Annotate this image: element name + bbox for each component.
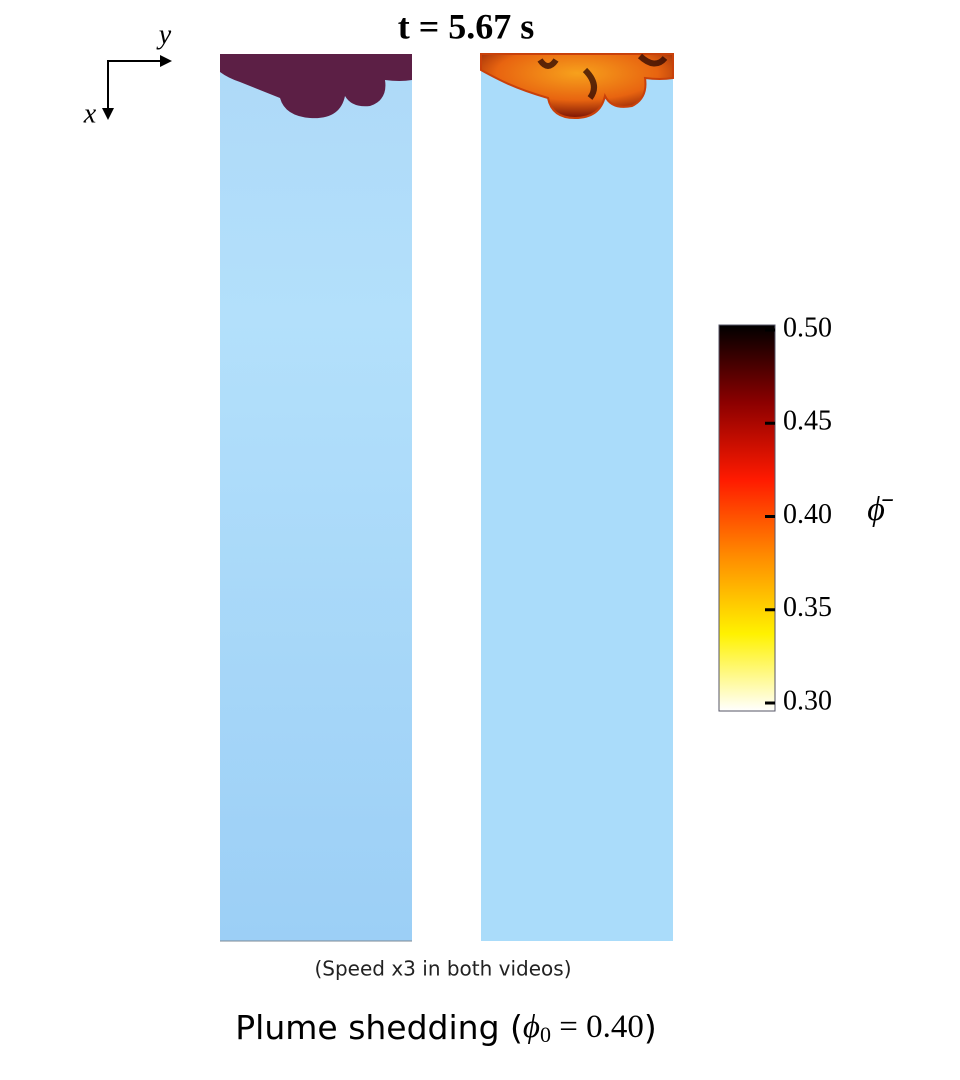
raw-video-panel xyxy=(220,54,412,942)
axis-glyph: y x xyxy=(83,19,172,129)
caption-subscript: 0 xyxy=(540,1022,551,1047)
colorbar-tick-label: 0.50 xyxy=(783,312,832,343)
time-label: t = 5.67 s xyxy=(398,6,535,46)
caption-symbol: ϕ xyxy=(523,1009,540,1045)
speed-note: (Speed x3 in both videos) xyxy=(314,957,571,981)
colorbar-label: ϕ̄ xyxy=(867,491,894,528)
colorbar-tick-label: 0.40 xyxy=(783,499,832,530)
colorbar: 0.50 0.45 0.40 0.35 0.30 xyxy=(718,312,832,716)
caption-equation: = 0.40 xyxy=(551,1009,644,1045)
caption-prefix: Plume shedding ( xyxy=(235,1008,523,1047)
colorbar-tick-label: 0.35 xyxy=(783,592,832,623)
concentration-panel xyxy=(480,53,674,941)
axis-x-label: x xyxy=(83,98,97,129)
axis-y-label: y xyxy=(156,19,172,50)
caption-suffix: ) xyxy=(644,1008,657,1047)
colorbar-tick-label: 0.30 xyxy=(783,685,832,716)
colorbar-tick-label: 0.45 xyxy=(783,406,832,437)
caption: Plume shedding (ϕ0 = 0.40) xyxy=(235,1008,656,1048)
